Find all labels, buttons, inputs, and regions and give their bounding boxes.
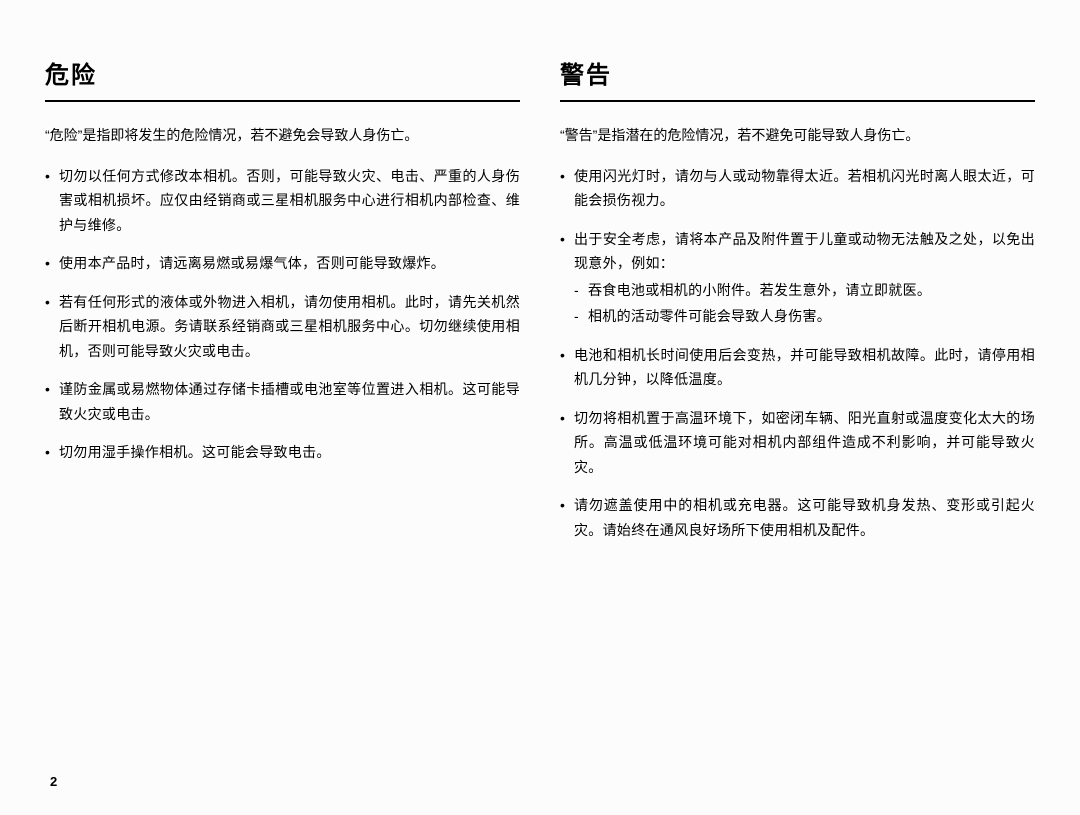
sub-item: 吞食电池或相机的小附件。若发生意外，请立即就医。 xyxy=(574,278,1035,303)
column-warning: WARNING 警告 “警告”是指潜在的危险情况，若不避免可能导致人身伤亡。 使… xyxy=(560,55,1035,785)
bullet-item: 切勿用湿手操作相机。这可能会导致电击。 xyxy=(45,440,520,465)
rule-warning xyxy=(560,100,1035,102)
heading-danger: 危险 xyxy=(45,55,520,90)
heading-warning: 警告 xyxy=(560,55,1035,90)
bullet-item: 出于安全考虑，请将本产品及附件置于儿童或动物无法触及之处，以免出现意外，例如：吞… xyxy=(560,227,1035,329)
watermark-danger-text: DANGER xyxy=(142,514,423,585)
bullet-item: 电池和相机长时间使用后会变热，并可能导致相机故障。此时，请停用相机几分钟，以降低… xyxy=(560,343,1035,392)
bullet-item: 若有任何形式的液体或外物进入相机，请勿使用相机。此时，请先关机然后断开相机电源。… xyxy=(45,290,520,364)
sub-item: 相机的活动零件可能会导致人身伤害。 xyxy=(574,304,1035,329)
bullet-item: 切勿以任何方式修改本相机。否则，可能导致火灾、电击、严重的人身伤害或相机损坏。应… xyxy=(45,164,520,238)
manual-page: DANGER 危险 “危险”是指即将发生的危险情况，若不避免会导致人身伤亡。 切… xyxy=(0,0,1080,815)
bullet-item: 使用本产品时，请远离易燃或易爆气体，否则可能导致爆炸。 xyxy=(45,251,520,276)
page-number: 2 xyxy=(50,774,57,789)
two-columns: DANGER 危险 “危险”是指即将发生的危险情况，若不避免会导致人身伤亡。 切… xyxy=(45,55,1035,785)
bullet-item: 切勿将相机置于高温环境下，如密闭车辆、阳光直射或温度变化太大的场所。高温或低温环… xyxy=(560,406,1035,480)
bullet-item: 使用闪光灯时，请勿与人或动物靠得太近。若相机闪光时离人眼太近，可能会损伤视力。 xyxy=(560,164,1035,213)
intro-warning: “警告”是指潜在的危险情况，若不避免可能导致人身伤亡。 xyxy=(560,124,1035,148)
bullets-warning: 使用闪光灯时，请勿与人或动物靠得太近。若相机闪光时离人眼太近，可能会损伤视力。出… xyxy=(560,164,1035,543)
sub-list: 吞食电池或相机的小附件。若发生意外，请立即就医。相机的活动零件可能会导致人身伤害… xyxy=(574,278,1035,329)
bullet-item: 请勿遮盖使用中的相机或充电器。这可能导致机身发热、变形或引起火灾。请始终在通风良… xyxy=(560,493,1035,542)
bullets-danger: 切勿以任何方式修改本相机。否则，可能导致火灾、电击、严重的人身伤害或相机损坏。应… xyxy=(45,164,520,465)
intro-danger: “危险”是指即将发生的危险情况，若不避免会导致人身伤亡。 xyxy=(45,124,520,148)
column-danger: DANGER 危险 “危险”是指即将发生的危险情况，若不避免会导致人身伤亡。 切… xyxy=(45,55,520,785)
rule-danger xyxy=(45,100,520,102)
bullet-item: 谨防金属或易燃物体通过存储卡插槽或电池室等位置进入相机。这可能导致火灾或电击。 xyxy=(45,377,520,426)
